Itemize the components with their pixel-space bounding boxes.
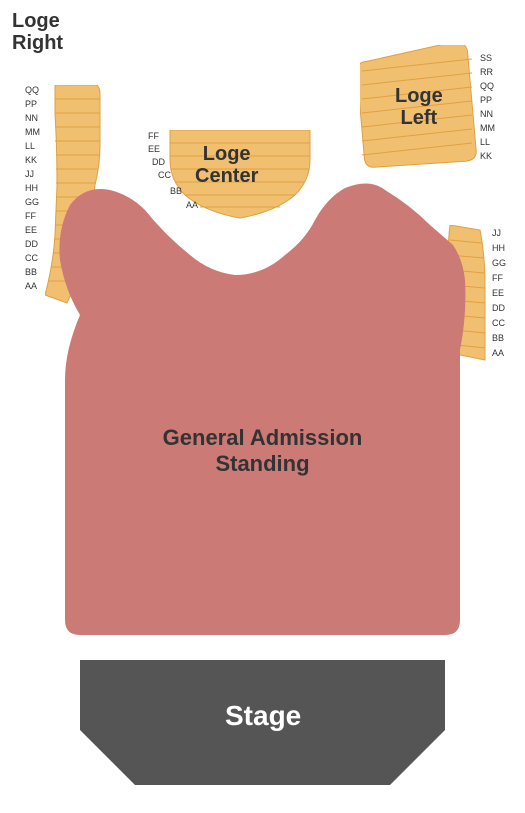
ga-title-text: General AdmissionStanding bbox=[163, 425, 363, 476]
stage-title: Stage bbox=[225, 700, 301, 732]
row-label: JJ bbox=[492, 228, 501, 238]
row-label: LL bbox=[25, 141, 35, 151]
row-label: DD bbox=[152, 157, 165, 167]
loge-left-title: LogeLeft bbox=[395, 85, 443, 129]
row-label: MM bbox=[25, 127, 40, 137]
row-label: QQ bbox=[25, 85, 39, 95]
stage-title-text: Stage bbox=[225, 700, 301, 731]
row-label: SS bbox=[480, 53, 492, 63]
row-label: CC bbox=[492, 318, 505, 328]
row-label: LL bbox=[480, 137, 490, 147]
row-label: PP bbox=[480, 95, 492, 105]
row-label: DD bbox=[492, 303, 505, 313]
row-label: KK bbox=[480, 151, 492, 161]
row-label: MM bbox=[480, 123, 495, 133]
general-admission-area[interactable] bbox=[35, 180, 490, 640]
row-label: HH bbox=[492, 243, 505, 253]
row-label: AA bbox=[492, 348, 504, 358]
row-label: BB bbox=[492, 333, 504, 343]
row-label: GG bbox=[492, 258, 506, 268]
row-label: KK bbox=[25, 155, 37, 165]
general-admission-title: General AdmissionStanding bbox=[0, 425, 525, 477]
seating-chart: LogeRight QQ PP NN MM LL KK JJ HH bbox=[0, 0, 525, 813]
row-label: RR bbox=[480, 67, 493, 77]
row-label: CC bbox=[158, 170, 171, 180]
row-label: FF bbox=[492, 273, 503, 283]
loge-right-title-text: LogeRight bbox=[12, 10, 63, 54]
row-label: FF bbox=[148, 131, 159, 141]
loge-right-title: LogeRight bbox=[12, 10, 63, 54]
row-label: EE bbox=[148, 144, 160, 154]
row-label: NN bbox=[25, 113, 38, 123]
row-label: JJ bbox=[25, 169, 34, 179]
loge-left-title-text: LogeLeft bbox=[395, 85, 443, 129]
row-label: EE bbox=[492, 288, 504, 298]
row-label: NN bbox=[480, 109, 493, 119]
row-label: PP bbox=[25, 99, 37, 109]
row-label: QQ bbox=[480, 81, 494, 91]
